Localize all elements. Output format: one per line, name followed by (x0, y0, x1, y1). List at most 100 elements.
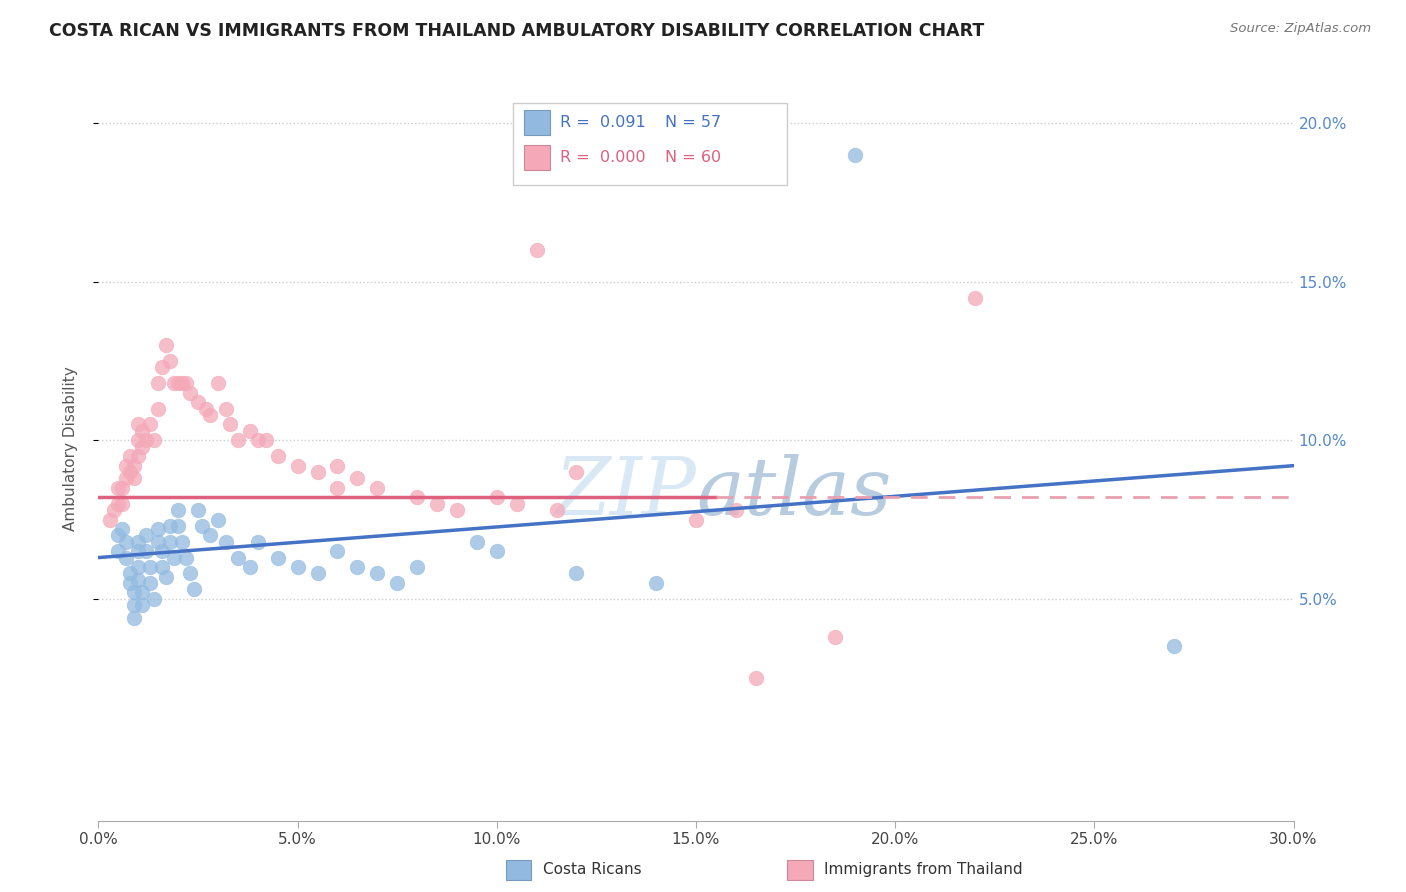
Point (167, 503, 190, 517)
Point (127, 544, 149, 558)
Point (98, 512, 122, 526)
Point (163, 550, 186, 565)
Point (465, 534, 488, 549)
Point (565, 465, 588, 479)
Point (198, 528, 221, 542)
Point (187, 395, 209, 409)
Text: R =  0.091: R = 0.091 (560, 115, 645, 129)
Point (148, 534, 170, 549)
Point (963, 291, 986, 305)
Point (167, 376, 190, 391)
Point (115, 471, 138, 485)
Point (346, 471, 368, 485)
Point (127, 560, 149, 574)
Point (139, 417, 162, 432)
Point (546, 503, 568, 517)
Point (239, 560, 262, 574)
Point (183, 582, 205, 597)
Point (167, 519, 190, 533)
Point (172, 534, 194, 549)
Point (191, 519, 214, 533)
Point (485, 491, 508, 505)
Point (172, 376, 194, 391)
Point (1163, 640, 1185, 654)
Point (120, 566, 142, 581)
Point (426, 497, 449, 511)
Point (226, 434, 249, 448)
Point (111, 497, 134, 511)
Point (148, 376, 170, 391)
Point (131, 598, 153, 612)
Point (111, 481, 134, 495)
Point (127, 534, 149, 549)
Point (127, 449, 149, 463)
Point (139, 576, 162, 591)
Point (215, 401, 238, 416)
Point (135, 528, 157, 542)
Point (506, 497, 529, 511)
Point (307, 566, 329, 581)
Point (107, 481, 129, 495)
Point (366, 481, 388, 495)
Point (207, 512, 229, 526)
Point (824, 630, 846, 644)
Point (163, 376, 186, 391)
Point (124, 611, 146, 625)
Point (174, 376, 197, 391)
Point (446, 503, 468, 517)
Point (406, 560, 429, 574)
Point (215, 534, 238, 549)
Point (120, 465, 142, 479)
Text: N = 57: N = 57 (665, 115, 721, 129)
Point (159, 534, 181, 549)
Point (179, 566, 201, 581)
Point (254, 434, 277, 448)
Point (326, 481, 349, 495)
Point (326, 544, 349, 558)
Point (107, 528, 129, 542)
Text: ZIP: ZIP (554, 454, 696, 532)
Text: atlas: atlas (696, 454, 891, 532)
Point (155, 569, 177, 583)
Point (115, 458, 138, 473)
Point (239, 424, 262, 438)
Point (745, 671, 768, 685)
Point (150, 360, 173, 375)
Point (267, 550, 290, 565)
Point (124, 598, 146, 612)
Point (159, 354, 181, 368)
Point (131, 440, 153, 454)
Point (724, 503, 747, 517)
Point (366, 566, 388, 581)
Point (159, 519, 181, 533)
Point (148, 401, 170, 416)
Point (267, 449, 290, 463)
Point (115, 550, 138, 565)
Point (246, 534, 269, 549)
Point (131, 585, 153, 599)
Point (143, 434, 166, 448)
Y-axis label: Ambulatory Disability: Ambulatory Disability (63, 366, 77, 531)
Point (844, 148, 866, 162)
Point (187, 503, 209, 517)
Text: Costa Ricans: Costa Ricans (543, 863, 641, 877)
Point (107, 544, 129, 558)
Point (326, 458, 349, 473)
Point (645, 576, 668, 591)
Point (485, 544, 508, 558)
Point (135, 434, 157, 448)
Point (207, 376, 229, 391)
Point (120, 576, 142, 591)
Point (107, 497, 129, 511)
Point (111, 522, 134, 536)
Point (143, 591, 166, 606)
Point (127, 417, 149, 432)
Text: R =  0.000: R = 0.000 (560, 151, 645, 165)
Point (346, 560, 368, 574)
Point (124, 471, 146, 485)
Point (179, 385, 201, 400)
Point (124, 458, 146, 473)
Point (198, 408, 221, 422)
Point (115, 534, 138, 549)
Point (219, 417, 242, 432)
